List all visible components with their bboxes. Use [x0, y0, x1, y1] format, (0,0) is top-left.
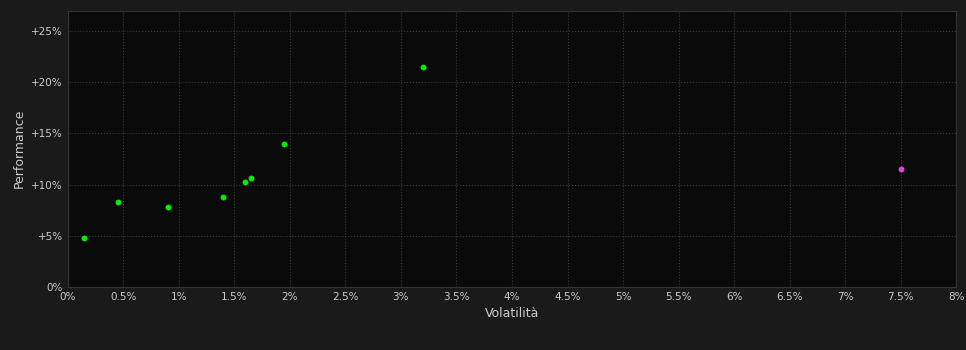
- Y-axis label: Performance: Performance: [13, 109, 25, 188]
- Point: [415, 64, 431, 70]
- Point: [160, 204, 176, 210]
- Point: [238, 179, 253, 184]
- Point: [110, 199, 126, 205]
- Point: [76, 235, 92, 241]
- Point: [215, 194, 231, 200]
- Point: [243, 176, 259, 181]
- X-axis label: Volatilità: Volatilità: [485, 307, 539, 320]
- Point: [893, 167, 908, 172]
- Point: [276, 141, 292, 146]
